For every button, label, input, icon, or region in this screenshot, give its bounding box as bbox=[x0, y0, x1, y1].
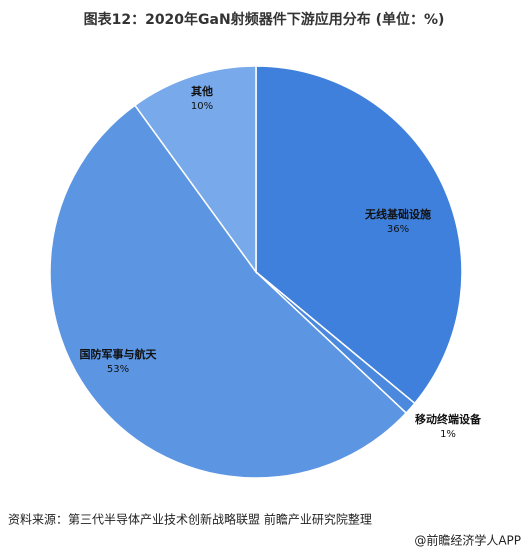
slice-value: 53% bbox=[107, 364, 129, 375]
pie bbox=[49, 65, 463, 479]
pie-slice bbox=[133, 65, 257, 275]
slice-label: 国防军事与航天 bbox=[80, 347, 158, 361]
slice-value: 1% bbox=[440, 429, 456, 440]
credit: @前瞻经济学人APP bbox=[414, 533, 521, 548]
pie-slice bbox=[255, 65, 463, 405]
slice-label: 其他 bbox=[191, 84, 213, 98]
source-note: 资料来源：第三代半导体产业技术创新战略联盟 前瞻产业研究院整理 bbox=[8, 512, 372, 527]
slice-label: 无线基础设施 bbox=[364, 207, 431, 221]
slice-label: 移动终端设备 bbox=[415, 412, 482, 426]
slice-value: 36% bbox=[387, 224, 409, 235]
pie-slice bbox=[49, 104, 408, 479]
chart-title: 图表12：2020年GaN射频器件下游应用分布 (单位：%) bbox=[84, 11, 445, 28]
slice-value: 10% bbox=[191, 101, 213, 112]
